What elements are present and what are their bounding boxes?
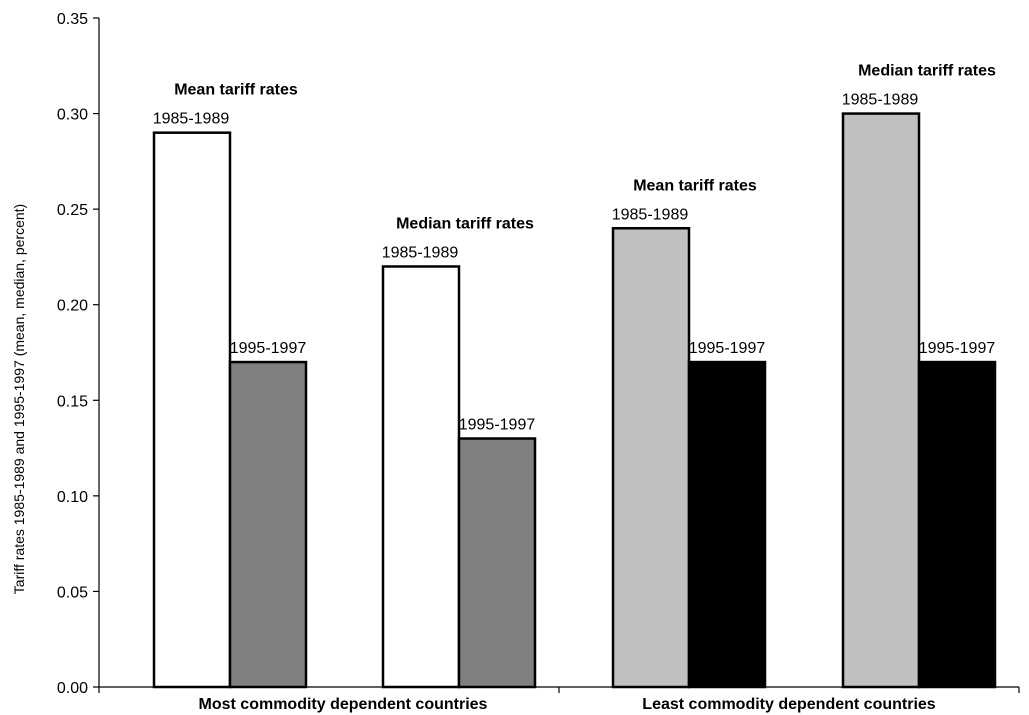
category-label-least: Least commodity dependent countries	[642, 696, 935, 713]
group-title: Median tariff rates	[858, 63, 996, 80]
bar-year-label: 1995-1997	[459, 417, 536, 434]
y-tick-label: 0.10	[57, 489, 88, 506]
group-title: Mean tariff rates	[633, 177, 757, 194]
category-label-most: Most commodity dependent countries	[199, 696, 488, 713]
y-tick-label: 0.00	[57, 680, 88, 697]
bar-1-1995-1997	[228, 360, 308, 689]
y-tick-label: 0.20	[57, 298, 88, 315]
bar-2-1985-1989	[381, 265, 461, 689]
group-title: Mean tariff rates	[174, 82, 298, 99]
y-tick-label: 0.35	[57, 11, 88, 28]
bar-2-1995-1997	[457, 437, 537, 689]
bar-4-1985-1989	[841, 112, 921, 689]
bar-1-1985-1989	[152, 131, 232, 689]
bar-3-1995-1997	[687, 360, 767, 689]
group-title: Median tariff rates	[396, 215, 534, 232]
bar-year-label: 1985-1989	[612, 206, 689, 223]
bars	[152, 112, 997, 689]
bar-year-label: 1985-1989	[842, 92, 919, 109]
bar-year-label: 1985-1989	[382, 244, 459, 261]
y-tick-label: 0.30	[57, 107, 88, 124]
y-axis-title: Tariff rates 1985-1989 and 1995-1997 (me…	[11, 204, 27, 594]
bar-year-label: 1985-1989	[153, 111, 230, 128]
bar-year-label: 1995-1997	[689, 340, 766, 357]
y-tick-label: 0.15	[57, 393, 88, 410]
bar-year-label: 1995-1997	[230, 340, 307, 357]
y-tick-label: 0.25	[57, 202, 88, 219]
labels: 1985-1989 1995-1997 Mean tariff rates 1985-…	[153, 63, 996, 434]
y-tick-label: 0.05	[57, 584, 88, 601]
bar-year-label: 1995-1997	[919, 340, 996, 357]
bar-4-1995-1997	[917, 360, 997, 689]
bar-3-1985-1989	[611, 227, 691, 689]
